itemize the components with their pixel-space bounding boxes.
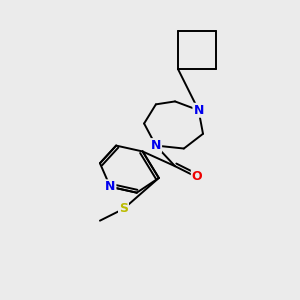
Text: O: O <box>192 170 203 183</box>
Text: N: N <box>194 104 204 117</box>
Text: N: N <box>151 139 161 152</box>
Text: N: N <box>105 180 116 193</box>
Text: S: S <box>119 202 128 215</box>
